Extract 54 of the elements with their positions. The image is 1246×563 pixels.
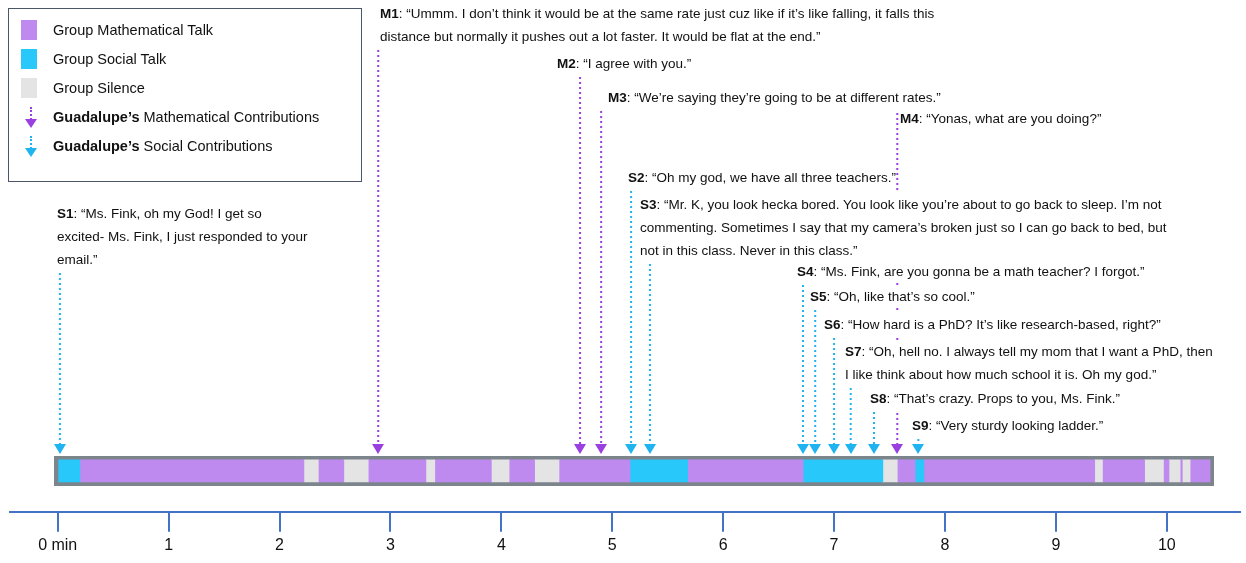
x-tick-label: 2 xyxy=(275,535,285,553)
bar xyxy=(1102,459,1145,483)
bar xyxy=(914,459,925,483)
x-tick-label: 6 xyxy=(718,535,728,553)
ref-line-label: S9: “Very sturdy looking ladder.” xyxy=(912,414,1104,437)
x-tick-label: 9 xyxy=(1051,535,1061,553)
bar xyxy=(1094,459,1103,483)
text: Guadalupe’s Social Contributions xyxy=(53,137,273,154)
bar xyxy=(534,459,560,483)
bar xyxy=(1179,459,1183,483)
legend-label: Group Silence xyxy=(53,79,145,96)
bar xyxy=(491,459,510,483)
bar xyxy=(558,459,631,483)
x-tick-label: 4 xyxy=(496,535,506,553)
ref-line-label: S2: “Oh my god, we have all three teachers.” xyxy=(628,166,896,189)
ref-line-label: M4: “Yonas, what are you doing?” xyxy=(900,107,1102,130)
ref-line-label: S4: “Ms. Fink, are you gonna be a math teacher? I forgot.” xyxy=(797,260,1145,283)
bar xyxy=(343,459,369,483)
ref-line-label: S7: “Oh, hell no. I always tell my mom that I want a PhD, then I like think about how much school it is. Oh my god.” xyxy=(845,340,1215,386)
x-tick-label: 10 xyxy=(1157,535,1176,553)
ref-line-label: S8: “That’s crazy. Props to you, Ms. Fink.” xyxy=(870,387,1121,410)
ref-line-label: S5: “Oh, like that’s so cool.” xyxy=(810,285,975,308)
text: Guadalupe’s Mathematical Contributions xyxy=(53,108,320,125)
x-tick-label: 3 xyxy=(385,535,395,553)
bar xyxy=(58,459,81,483)
bar xyxy=(434,459,492,483)
ref-line-label: M3: “We’re saying they’re going to be at different rates.” xyxy=(608,86,941,109)
legend-label: Group Mathematical Talk xyxy=(53,21,214,38)
bar xyxy=(882,459,898,483)
ref-line-label: M1: “Ummm. I don’t think it would be at the same rate just cuz like if it’s like falling, it falls this distance but normally it pushes out a lot faster. It would be flat at the end.” xyxy=(380,2,945,48)
ref-line-label: S1: “Ms. Fink, oh my God! I get so excited- Ms. Fink, I just responded to your email.” xyxy=(57,202,312,271)
ref-line-label: S6: “How hard is a PhD? It’s like research-based, right?” xyxy=(824,313,1161,336)
bar xyxy=(1168,459,1181,483)
bar xyxy=(629,459,688,483)
bar xyxy=(79,459,305,483)
x-tick-label: 7 xyxy=(829,535,839,553)
x-tick-label: 5 xyxy=(607,535,617,553)
bar xyxy=(508,459,535,483)
bar xyxy=(687,459,804,483)
x-tick-label: 8 xyxy=(940,535,950,553)
x-tick-label: 0 min xyxy=(38,535,78,553)
legend-label: Group Social Talk xyxy=(53,50,167,67)
x-tick-label: 1 xyxy=(164,535,174,553)
bar xyxy=(1144,459,1164,483)
bar xyxy=(896,459,916,483)
bar xyxy=(1189,459,1211,483)
ref-line-label: S3: “Mr. K, you look hecka bored. You look like you’re about to go back to sleep. I’m not commenting. Sometimes I say that my camera’s broken just so I can go back to bed, but not in this class. Never in this class.” xyxy=(640,193,1185,262)
bar xyxy=(303,459,319,483)
bar xyxy=(802,459,884,483)
bar xyxy=(318,459,345,483)
bar xyxy=(425,459,436,483)
ref-line-label: M2: “I agree with you.” xyxy=(557,52,692,75)
bar xyxy=(923,459,1096,483)
bar xyxy=(367,459,427,483)
